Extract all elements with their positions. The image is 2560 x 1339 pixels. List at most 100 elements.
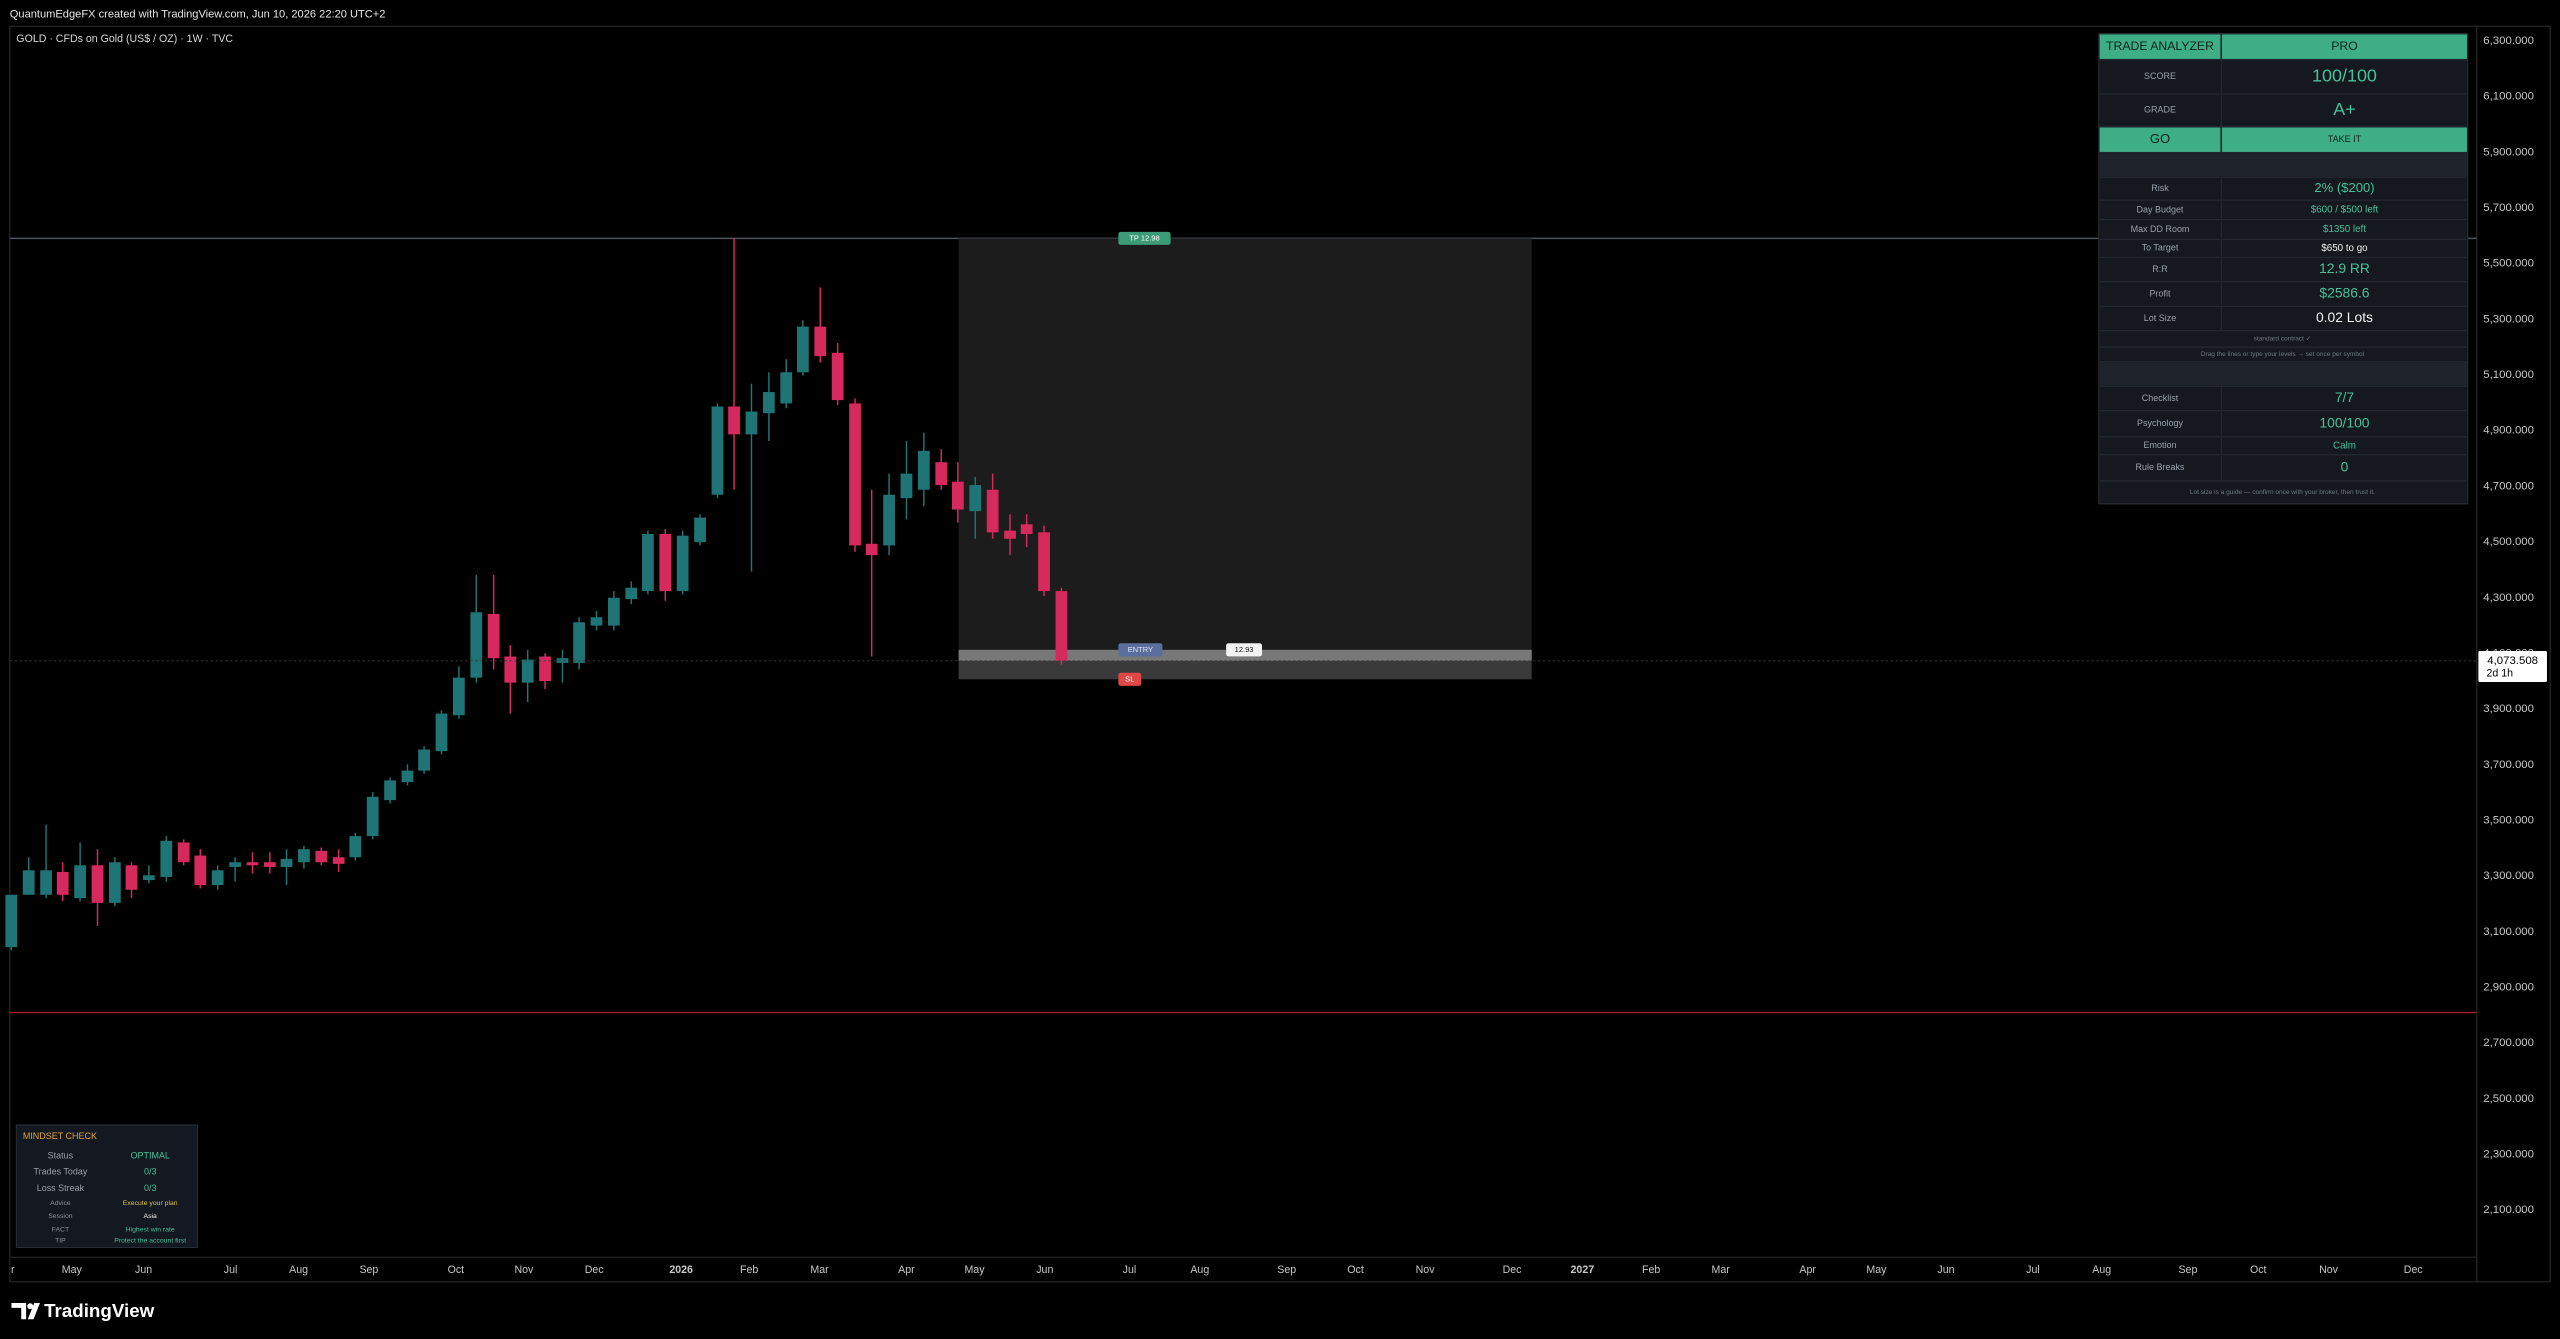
- y-tick-label: 6,300.000: [2483, 35, 2534, 47]
- x-tick-label: Aug: [2092, 1264, 2111, 1276]
- y-tick-label: 4,900.000: [2483, 425, 2534, 437]
- candle-body: [298, 849, 310, 863]
- candle-body: [384, 780, 396, 801]
- candle-body: [143, 875, 155, 881]
- cell-bg: [2099, 34, 2221, 59]
- candle-body: [263, 862, 276, 867]
- x-tick-label: Jul: [2026, 1264, 2040, 1276]
- panel-bg: [15, 1124, 199, 1248]
- candle-body: [745, 411, 758, 435]
- candle-body: [814, 326, 827, 357]
- candle-body: [539, 656, 551, 681]
- candle-body: [56, 871, 69, 895]
- y-tick-label: 3,300.000: [2483, 870, 2534, 882]
- row-label: Psychology: [2137, 418, 2183, 428]
- x-tick-label: Feb: [740, 1264, 758, 1276]
- row-label: Emotion: [2144, 440, 2177, 450]
- row-value: 0.02 Lots: [2316, 309, 2373, 325]
- candle-body: [470, 612, 483, 678]
- tip-value: Protect the account first: [114, 1238, 186, 1245]
- x-tick-label: r: [11, 1264, 15, 1276]
- candle-body: [762, 392, 775, 414]
- row-value: OPTIMAL: [131, 1150, 170, 1160]
- candle-body: [91, 865, 104, 903]
- y-tick-label: 2,100.000: [2483, 1204, 2534, 1216]
- logo-dot: [27, 1303, 34, 1310]
- row-label: GRADE: [2144, 105, 2176, 115]
- mindset-panel: MINDSET CHECK Status OPTIMAL Trades Today 0/…: [15, 1124, 199, 1248]
- candle-body: [986, 489, 999, 533]
- tp-label: TP 12.98: [1129, 233, 1159, 242]
- x-tick-label: Dec: [2404, 1264, 2424, 1276]
- candle-body: [642, 534, 654, 592]
- panel-bg: [2098, 33, 2469, 505]
- y-tick-label: 3,100.000: [2483, 926, 2534, 938]
- entry-label-bg: [1118, 643, 1163, 657]
- row-label: GO: [2150, 131, 2170, 146]
- candle-body: [1020, 524, 1033, 535]
- panel-title: MINDSET CHECK: [23, 1131, 97, 1141]
- x-tick-label: Sep: [1277, 1264, 1296, 1276]
- candle-body: [796, 326, 809, 373]
- row-label: Checklist: [2142, 393, 2179, 403]
- row-label: Day Budget: [2137, 204, 2184, 214]
- row-value: Calm: [2333, 440, 2356, 451]
- candle-body: [694, 517, 706, 543]
- last-price-box: [2478, 651, 2547, 683]
- row-value: $650 to go: [2321, 243, 2368, 254]
- candle-body: [418, 749, 430, 771]
- y-tick-label: 2,500.000: [2483, 1093, 2534, 1105]
- x-tick-label: Sep: [2178, 1264, 2197, 1276]
- candle-body: [160, 840, 173, 877]
- section-bg: [2099, 362, 2467, 386]
- bar-countdown: 2d 1h: [2487, 668, 2514, 680]
- y-tick-label: 5,900.000: [2483, 146, 2534, 158]
- row-value: 100/100: [2319, 414, 2369, 430]
- row-value: 0: [2341, 459, 2349, 475]
- x-tick-label: Dec: [1503, 1264, 1523, 1276]
- x-tick-label: Nov: [514, 1264, 534, 1276]
- row-value: $600 / $500 left: [2311, 205, 2379, 216]
- candle-body: [521, 659, 534, 683]
- sl-label: SL: [1125, 674, 1134, 683]
- y-tick-label: 4,500.000: [2483, 536, 2534, 548]
- note: Lot size is a guide — confirm once with …: [2190, 489, 2375, 496]
- row-label: Rule Breaks: [2136, 462, 2185, 472]
- row-label: TRADE ANALYZER: [2106, 39, 2214, 53]
- trade-analyzer: TRADE ANALYZER PRO SCORE 100/100 GRADE A+ GO TA…: [2098, 33, 2469, 505]
- candle-body: [246, 862, 259, 866]
- row-value: TAKE IT: [2328, 134, 2362, 144]
- tip-label: Advice: [50, 1200, 71, 1207]
- candle-body: [728, 406, 740, 435]
- candle-body: [711, 406, 724, 495]
- x-tick-label: Jun: [1036, 1264, 1053, 1276]
- y-tick-label: 4,700.000: [2483, 480, 2534, 492]
- row-label: Loss Streak: [37, 1183, 85, 1193]
- entry-label: ENTRY: [1128, 645, 1153, 654]
- candle-body: [22, 870, 35, 895]
- y-tick-label: 5,100.000: [2483, 369, 2534, 381]
- brand-logo: TradingView: [11, 1300, 155, 1321]
- candle-body: [951, 481, 964, 510]
- y-tick-label: 3,700.000: [2483, 759, 2534, 771]
- y-tick-label: 5,300.000: [2483, 313, 2534, 325]
- y-tick-label: 2,700.000: [2483, 1037, 2534, 1049]
- profit-zone: [958, 238, 1532, 650]
- candle-body: [625, 587, 638, 600]
- x-tick-label: Aug: [289, 1264, 308, 1276]
- candle-body: [453, 677, 465, 716]
- row-label: Lot Size: [2144, 313, 2176, 323]
- x-tick-label: Apr: [898, 1264, 915, 1276]
- x-tick-label: Jun: [135, 1264, 152, 1276]
- x-tick-label: Sep: [359, 1264, 378, 1276]
- candle-body: [504, 656, 517, 683]
- row-value: 100/100: [2312, 66, 2377, 86]
- x-tick-label: Nov: [2319, 1264, 2339, 1276]
- x-tick-label: May: [62, 1264, 83, 1276]
- row-label: R:R: [2152, 264, 2168, 274]
- x-tick-label: Mar: [1712, 1264, 1731, 1276]
- x-tick-label: 2027: [1571, 1264, 1595, 1276]
- y-tick-label: 2,300.000: [2483, 1149, 2534, 1161]
- candle-body: [1055, 591, 1068, 661]
- cell-bg: [2099, 127, 2221, 152]
